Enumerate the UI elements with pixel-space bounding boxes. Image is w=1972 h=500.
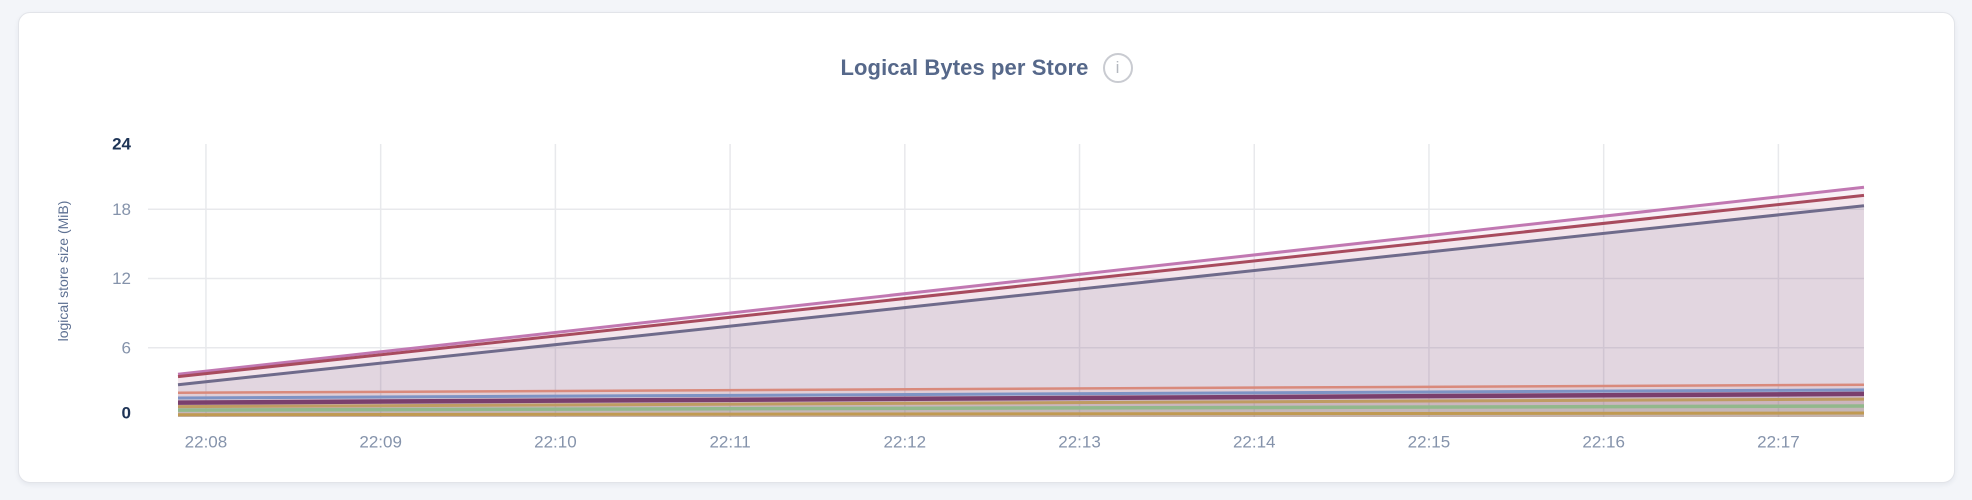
- x-tick-label: 22:14: [1233, 433, 1276, 452]
- chart-card: 0 6 12 18 24 22:08 22:09 22:10 22:11 22:12 22:13 22…: [18, 12, 1955, 483]
- y-tick-label: 24: [112, 135, 131, 154]
- y-tick-label: 0: [122, 404, 131, 423]
- series-line: [177, 204, 1865, 387]
- series-line: [177, 193, 1865, 379]
- y-axis-title: logical store size (MiB): [55, 201, 71, 342]
- y-tick-label: 18: [112, 200, 131, 219]
- series-line: [177, 404, 1865, 412]
- x-tick-label: 22:13: [1058, 433, 1101, 452]
- x-tick-label: 22:12: [884, 433, 927, 452]
- x-tick-label: 22:08: [185, 433, 228, 452]
- series-line: [177, 388, 1865, 400]
- x-tick-label: 22:11: [709, 433, 750, 452]
- chart-header: Logical Bytes per Store i: [19, 53, 1954, 83]
- x-tick-label: 22:10: [534, 433, 577, 452]
- series-line: [177, 185, 1865, 376]
- chart-title: Logical Bytes per Store: [840, 55, 1089, 80]
- series-line: [177, 397, 1865, 409]
- chart-svg[interactable]: 0 6 12 18 24 22:08 22:09 22:10 22:11 22:12 22:13 22…: [19, 13, 1956, 484]
- series-area: [178, 187, 1864, 417]
- x-tick-label: 22:15: [1408, 433, 1451, 452]
- series-line: [177, 383, 1865, 395]
- x-tick-label: 22:16: [1582, 433, 1625, 452]
- series-line: [177, 391, 1865, 405]
- x-tick-label: 22:09: [359, 433, 402, 452]
- info-icon[interactable]: i: [1102, 53, 1133, 83]
- y-tick-label: 12: [112, 269, 131, 288]
- y-tick-label: 6: [122, 338, 131, 357]
- x-tick-label: 22:17: [1757, 433, 1800, 452]
- series-area: [178, 205, 1864, 417]
- series-line: [177, 411, 1865, 417]
